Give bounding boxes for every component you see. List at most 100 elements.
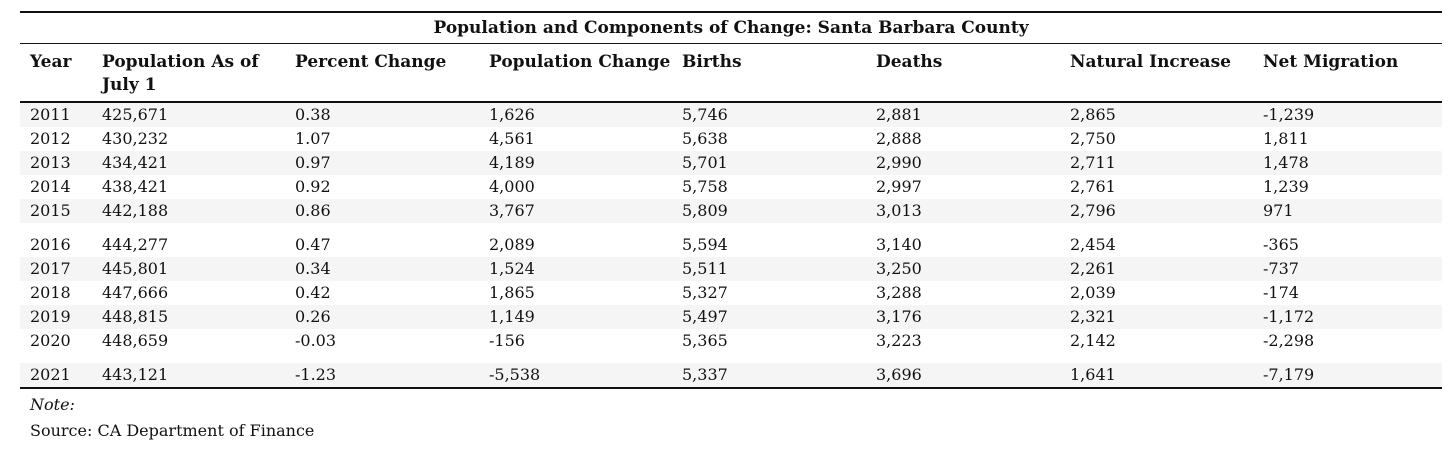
table-cell: 2014 xyxy=(30,177,71,196)
table-cell: -174 xyxy=(1263,283,1299,302)
table-cell: 1,641 xyxy=(1060,358,1253,389)
table-body: 2011 425,671 0.38 1,626 5,746 2,881 2,865 -1,23… xyxy=(20,102,1443,389)
table-cell: -1,172 xyxy=(1253,305,1443,329)
table-cell: 3,176 xyxy=(866,305,1060,329)
table-cell: 1,865 xyxy=(489,283,535,302)
table-cell: 2020 xyxy=(20,329,92,363)
table-row: 2012 430,232 1.07 4,561 5,638 2,888 2,750 1,811 xyxy=(20,127,1442,151)
table-cell: 447,666 xyxy=(102,283,169,302)
table-cell: 448,815 xyxy=(92,305,285,329)
table-row: 2018 447,666 0.42 1,865 5,327 3,288 2,039 -174 xyxy=(20,281,1442,305)
table-row: 2015 442,188 0.86 3,767 5,809 3,013 2,796 971 xyxy=(20,199,1443,233)
table-cell: 438,421 xyxy=(102,177,169,196)
table-cell: 0.34 xyxy=(285,257,479,281)
table-cell: 2,089 xyxy=(489,235,535,254)
table-cell: 2,888 xyxy=(876,129,922,148)
table-cell: 0.86 xyxy=(285,199,479,233)
table-cell: 2016 xyxy=(30,235,71,254)
table-cell: 2,796 xyxy=(1060,199,1253,233)
table-cell: 5,511 xyxy=(672,257,866,281)
table-cell: 1.07 xyxy=(295,129,331,148)
table-cell: 5,638 xyxy=(682,129,728,148)
table-row: 2019 448,815 0.26 1,149 5,497 3,176 2,321 -1,17… xyxy=(20,305,1443,329)
table-cell: 2,261 xyxy=(1060,257,1253,281)
table-cell: 3,140 xyxy=(876,235,922,254)
header-deaths: Deaths xyxy=(866,43,1060,103)
table-row: 2020 448,659 -0.03 -156 5,365 3,223 2,142 -2,29… xyxy=(20,329,1443,363)
table-cell: 5,809 xyxy=(672,199,866,233)
table-cell: 3,250 xyxy=(866,257,1060,281)
table-cell: 2021 xyxy=(20,358,92,389)
table-cell: 2,454 xyxy=(1070,235,1116,254)
table-cell: 0.42 xyxy=(295,283,331,302)
header-births: Births xyxy=(672,43,866,103)
table-cell: 1,478 xyxy=(1253,151,1443,175)
table-row: 2013 434,421 0.97 4,189 5,701 2,990 2,711 1,478 xyxy=(20,151,1443,175)
table-cell: 971 xyxy=(1253,199,1443,233)
table-cell: 5,594 xyxy=(682,235,728,254)
header-net-migration: Net Migration xyxy=(1253,43,1443,103)
table-cell: 445,801 xyxy=(92,257,285,281)
table-cell: 2,750 xyxy=(1070,129,1116,148)
population-table: Population and Components of Change: San… xyxy=(20,11,1443,389)
table-cell: 0.38 xyxy=(285,102,479,127)
table-cell: 2019 xyxy=(20,305,92,329)
table-cell: -0.03 xyxy=(285,329,479,363)
table-cell: 0.92 xyxy=(295,177,331,196)
header-natural-increase: Natural Increase xyxy=(1060,43,1253,103)
table-cell: -365 xyxy=(1263,235,1299,254)
note-label: Note: xyxy=(30,395,75,414)
table-cell: 4,000 xyxy=(489,177,535,196)
table-row: 2016 444,277 0.47 2,089 5,594 3,140 2,454 -365 xyxy=(20,228,1442,257)
table-cell: 2,881 xyxy=(866,102,1060,127)
population-table-container: Population and Components of Change: San… xyxy=(20,11,1443,443)
table-row: 2021 443,121 -1.23 -5,538 5,337 3,696 1,641 -7,… xyxy=(20,358,1443,389)
table-cell: 3,696 xyxy=(866,358,1060,389)
table-cell: 448,659 xyxy=(92,329,285,363)
table-cell: 2013 xyxy=(20,151,92,175)
table-cell: 443,121 xyxy=(92,358,285,389)
table-cell: 2,711 xyxy=(1060,151,1253,175)
table-cell: 2012 xyxy=(30,129,71,148)
table-cell: -737 xyxy=(1253,257,1443,281)
table-cell: 2,997 xyxy=(876,177,922,196)
table-cell: -1.23 xyxy=(285,358,479,389)
table-cell: -7,179 xyxy=(1253,358,1443,389)
table-cell: 430,232 xyxy=(102,129,169,148)
header-year: Year xyxy=(20,43,92,103)
table-cell: 0.97 xyxy=(285,151,479,175)
table-row: 2011 425,671 0.38 1,626 5,746 2,881 2,865 -1,23… xyxy=(20,102,1443,127)
table-cell: 434,421 xyxy=(92,151,285,175)
table-cell: 2011 xyxy=(20,102,92,127)
table-cell: 444,277 xyxy=(102,235,169,254)
table-cell: 3,223 xyxy=(866,329,1060,363)
table-cell: 425,671 xyxy=(92,102,285,127)
header-population: Population As of July 1 xyxy=(92,43,285,103)
header-percent-change: Percent Change xyxy=(285,43,479,103)
table-cell: 1,626 xyxy=(479,102,672,127)
table-cell: 5,337 xyxy=(672,358,866,389)
table-cell: 5,365 xyxy=(672,329,866,363)
table-cell: -1,239 xyxy=(1253,102,1443,127)
table-cell: 4,189 xyxy=(479,151,672,175)
table-cell: 2,761 xyxy=(1070,177,1116,196)
table-cell: 5,327 xyxy=(682,283,728,302)
table-cell: 1,149 xyxy=(479,305,672,329)
table-cell: 2,865 xyxy=(1060,102,1253,127)
table-cell: 1,811 xyxy=(1263,129,1309,148)
table-cell: 1,524 xyxy=(479,257,672,281)
table-cell: 2018 xyxy=(30,283,71,302)
table-cell: -156 xyxy=(479,329,672,363)
table-cell: 2,321 xyxy=(1060,305,1253,329)
table-cell: 0.47 xyxy=(295,235,331,254)
table-notes: Note: Source: CA Department of Finance xyxy=(20,393,1442,443)
table-row: 2014 438,421 0.92 4,000 5,758 2,997 2,761 1,239 xyxy=(20,175,1442,199)
table-cell: 0.26 xyxy=(285,305,479,329)
table-row: 2017 445,801 0.34 1,524 5,511 3,250 2,261 -737 xyxy=(20,257,1443,281)
table-cell: 3,767 xyxy=(479,199,672,233)
source-text: Source: CA Department of Finance xyxy=(30,421,315,440)
table-cell: 2,142 xyxy=(1060,329,1253,363)
table-cell: 442,188 xyxy=(92,199,285,233)
table-cell: 2,990 xyxy=(866,151,1060,175)
table-cell: 2017 xyxy=(20,257,92,281)
